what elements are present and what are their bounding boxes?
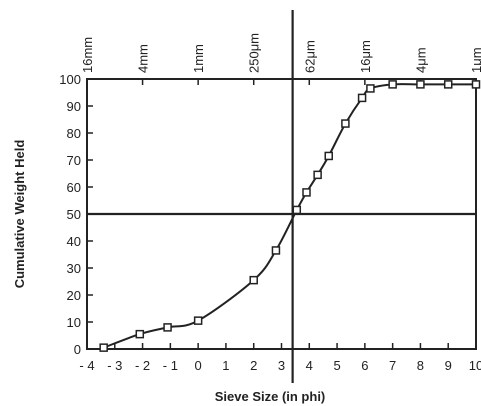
data-point — [292, 205, 302, 215]
series-layer — [99, 80, 481, 352]
data-point — [471, 80, 481, 89]
data-point — [313, 170, 322, 180]
data-point — [163, 323, 172, 332]
data-point — [416, 80, 425, 89]
x-tick-label: 8 — [417, 358, 424, 373]
y-tick-label: 80 — [67, 126, 81, 141]
x-tick-label: 3 — [278, 358, 285, 373]
reference-lines — [87, 10, 476, 383]
x-tick-label: 6 — [361, 358, 368, 373]
top-tick-label: 1mm — [191, 44, 206, 73]
x-tick-label: - 2 — [135, 358, 150, 373]
top-tick-label: 16μm — [358, 40, 373, 73]
data-point — [135, 329, 145, 339]
y-axis-title: Cumulative Weight Held — [12, 140, 27, 289]
x-tick-label: 9 — [445, 358, 452, 373]
data-point — [99, 343, 108, 352]
y-tick-label: 10 — [67, 315, 81, 330]
data-point — [388, 80, 397, 89]
x-tick-label: 5 — [333, 358, 340, 373]
x-tick-label: 7 — [389, 358, 396, 373]
top-tick-label: 4μm — [413, 47, 428, 73]
data-point — [271, 246, 281, 255]
top-tick-label: 62μm — [302, 40, 317, 73]
y-tick-label: 60 — [67, 180, 81, 195]
x-tick-label: 10 — [469, 358, 481, 373]
x-tick-label: - 1 — [163, 358, 178, 373]
y-tick-label: 100 — [59, 72, 81, 87]
y-tick-label: 90 — [67, 99, 81, 114]
y-tick-label: 50 — [67, 207, 81, 222]
data-point — [366, 84, 375, 93]
data-point — [357, 93, 367, 103]
data-point — [302, 188, 311, 197]
x-tick-label: 0 — [195, 358, 202, 373]
data-point — [193, 316, 203, 325]
x-tick-label: 4 — [306, 358, 313, 373]
series-line — [103, 83, 476, 349]
top-tick-label: 16mm — [80, 37, 95, 73]
x-axis-title: Sieve Size (in phi) — [215, 389, 326, 404]
top-tick-label: 4mm — [136, 44, 151, 73]
data-point — [249, 275, 258, 285]
y-tick-label: 70 — [67, 153, 81, 168]
top-tick-label: 250μm — [247, 33, 262, 73]
data-point — [324, 151, 333, 161]
data-point — [341, 119, 350, 128]
axes: - 4- 3- 2- 1 0 1 2 3 4 5 6 7 8 9 100102030405060708… — [59, 33, 481, 373]
y-tick-label: 40 — [67, 234, 81, 249]
x-tick-label: 1 — [222, 358, 229, 373]
y-tick-label: 30 — [67, 261, 81, 276]
y-tick-label: 20 — [67, 288, 81, 303]
x-tick-label: 2 — [250, 358, 257, 373]
x-tick-label: - 3 — [107, 358, 122, 373]
data-point — [443, 80, 453, 89]
x-tick-label: - 4 — [79, 358, 94, 373]
y-tick-label: 0 — [74, 342, 81, 357]
top-tick-label: 1μm — [469, 47, 481, 73]
